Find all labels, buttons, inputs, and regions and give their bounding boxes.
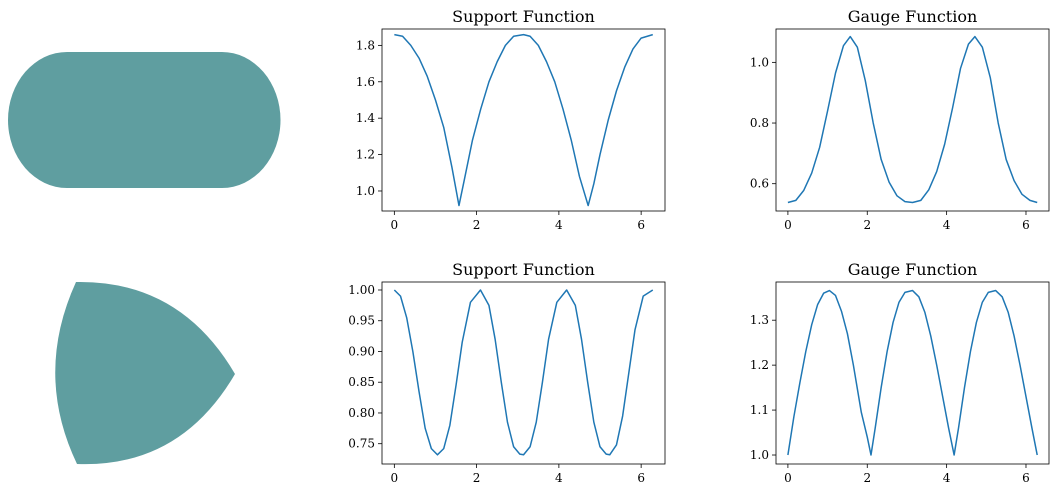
x-tick-label: 4 [555,218,563,232]
y-tick-label: 1.3 [750,313,769,327]
x-tick-label: 4 [555,471,563,484]
chart-title: Support Function [452,260,595,279]
y-tick-label: 1.8 [356,38,375,52]
x-tick-label: 0 [784,471,792,484]
axes-frame [775,281,1050,465]
x-tick-label: 0 [391,471,399,484]
x-tick-label: 6 [637,218,645,232]
y-tick-label: 1.6 [356,75,375,89]
y-tick-label: 1.00 [348,283,375,297]
y-tick-label: 1.1 [750,403,769,417]
x-tick-label: 4 [943,218,951,232]
x-tick-label: 4 [943,471,951,484]
x-tick-label: 0 [784,218,792,232]
x-tick-label: 6 [1022,218,1030,232]
stadium-shape [8,52,281,188]
wedge-shape [55,281,236,465]
y-tick-label: 1.0 [750,55,769,69]
chart-panel-gauge-function-1: Gauge Function 0 2 4 6 0.6 0.8 1.0 [750,7,1050,232]
y-tick-label: 0.90 [348,344,375,358]
y-tick-label: 1.2 [750,358,769,372]
series-line [393,289,654,456]
x-tick-label: 2 [473,218,481,232]
y-tick-label: 1.4 [356,111,375,125]
x-tick-label: 2 [473,471,481,484]
axes-frame [381,281,666,465]
x-tick-label: 6 [637,471,645,484]
y-tick-label: 0.6 [750,177,769,191]
chart-title: Gauge Function [848,7,978,26]
x-tick-label: 2 [863,471,871,484]
y-tick-label: 0.95 [348,314,375,328]
y-tick-label: 0.75 [348,437,375,451]
x-tick-label: 6 [1022,471,1030,484]
chart-panel-support-function-1: Support Function 0 2 4 6 1.0 1.2 1.4 1.6 1.8 [356,7,666,232]
axes-frame [381,28,666,212]
y-tick-label: 1.2 [356,148,375,162]
y-tick-label: 1.0 [356,184,375,198]
series-line [787,289,1038,456]
chart-panel-support-function-2: Support Function 0 2 4 6 0.75 0.80 0.85 0.90 0.95… [348,260,666,484]
y-tick-label: 1.0 [750,448,769,462]
series-line [787,35,1038,204]
y-tick-label: 0.8 [750,116,769,130]
x-tick-label: 0 [391,218,399,232]
chart-title: Support Function [452,7,595,26]
y-tick-label: 0.85 [348,375,375,389]
x-tick-label: 2 [863,218,871,232]
series-line [394,33,653,207]
chart-title: Gauge Function [848,260,978,279]
chart-panel-gauge-function-2: Gauge Function 0 2 4 6 1.0 1.1 1.2 1.3 [750,260,1050,484]
axes-frame [775,28,1050,212]
y-tick-label: 0.80 [348,406,375,420]
